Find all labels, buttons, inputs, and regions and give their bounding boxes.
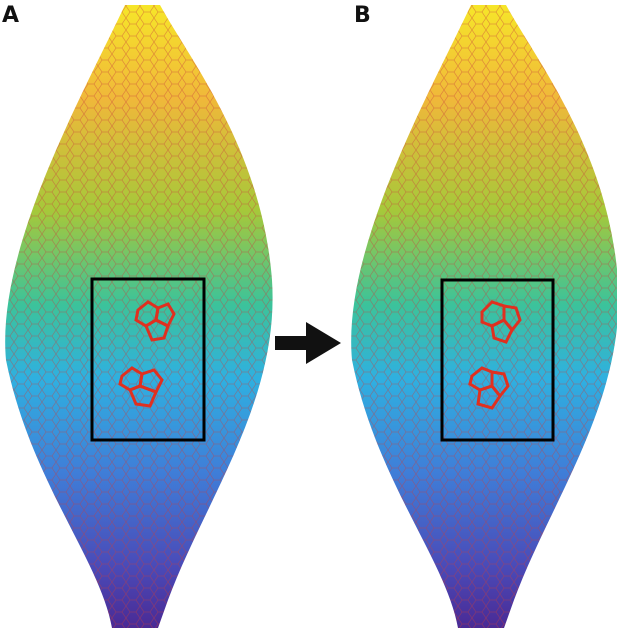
arrow xyxy=(275,322,341,364)
panel-b: B xyxy=(351,3,617,628)
panel-label: B xyxy=(354,3,371,28)
panel-a: A xyxy=(2,3,273,628)
cells xyxy=(468,300,522,410)
highlight-box xyxy=(90,277,206,442)
panel-label: A xyxy=(2,3,19,28)
highlight-box xyxy=(440,278,555,442)
cells xyxy=(118,300,176,408)
